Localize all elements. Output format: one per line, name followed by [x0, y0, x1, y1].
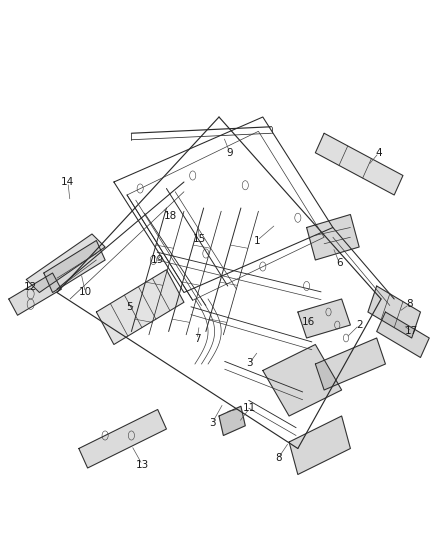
Text: 4: 4: [375, 148, 382, 158]
Text: 13: 13: [136, 460, 149, 470]
Polygon shape: [298, 299, 350, 338]
Text: 18: 18: [164, 211, 177, 221]
Polygon shape: [96, 270, 184, 344]
Polygon shape: [44, 240, 105, 293]
Polygon shape: [315, 338, 385, 390]
Text: 12: 12: [24, 282, 37, 292]
Text: 14: 14: [61, 177, 74, 187]
Text: 9: 9: [226, 148, 233, 158]
Polygon shape: [9, 273, 61, 315]
Polygon shape: [307, 214, 359, 260]
Polygon shape: [377, 312, 429, 358]
Polygon shape: [263, 344, 342, 416]
Polygon shape: [219, 406, 245, 435]
Text: 11: 11: [243, 403, 256, 413]
Text: 8: 8: [406, 299, 413, 309]
Text: 1: 1: [254, 236, 261, 246]
Text: 15: 15: [193, 234, 206, 244]
Text: 17: 17: [405, 327, 418, 336]
Polygon shape: [289, 416, 350, 474]
Text: 3: 3: [209, 417, 216, 427]
Text: 5: 5: [126, 302, 133, 312]
Polygon shape: [368, 286, 420, 338]
Text: 8: 8: [275, 453, 282, 463]
Text: 3: 3: [246, 358, 253, 368]
Text: 10: 10: [79, 287, 92, 297]
Text: 19: 19: [151, 255, 164, 265]
Text: 6: 6: [336, 259, 343, 268]
Polygon shape: [79, 409, 166, 468]
Polygon shape: [315, 133, 403, 195]
Text: 16: 16: [302, 317, 315, 327]
Polygon shape: [26, 234, 105, 293]
Text: 2: 2: [356, 320, 363, 330]
Text: 7: 7: [194, 334, 201, 344]
